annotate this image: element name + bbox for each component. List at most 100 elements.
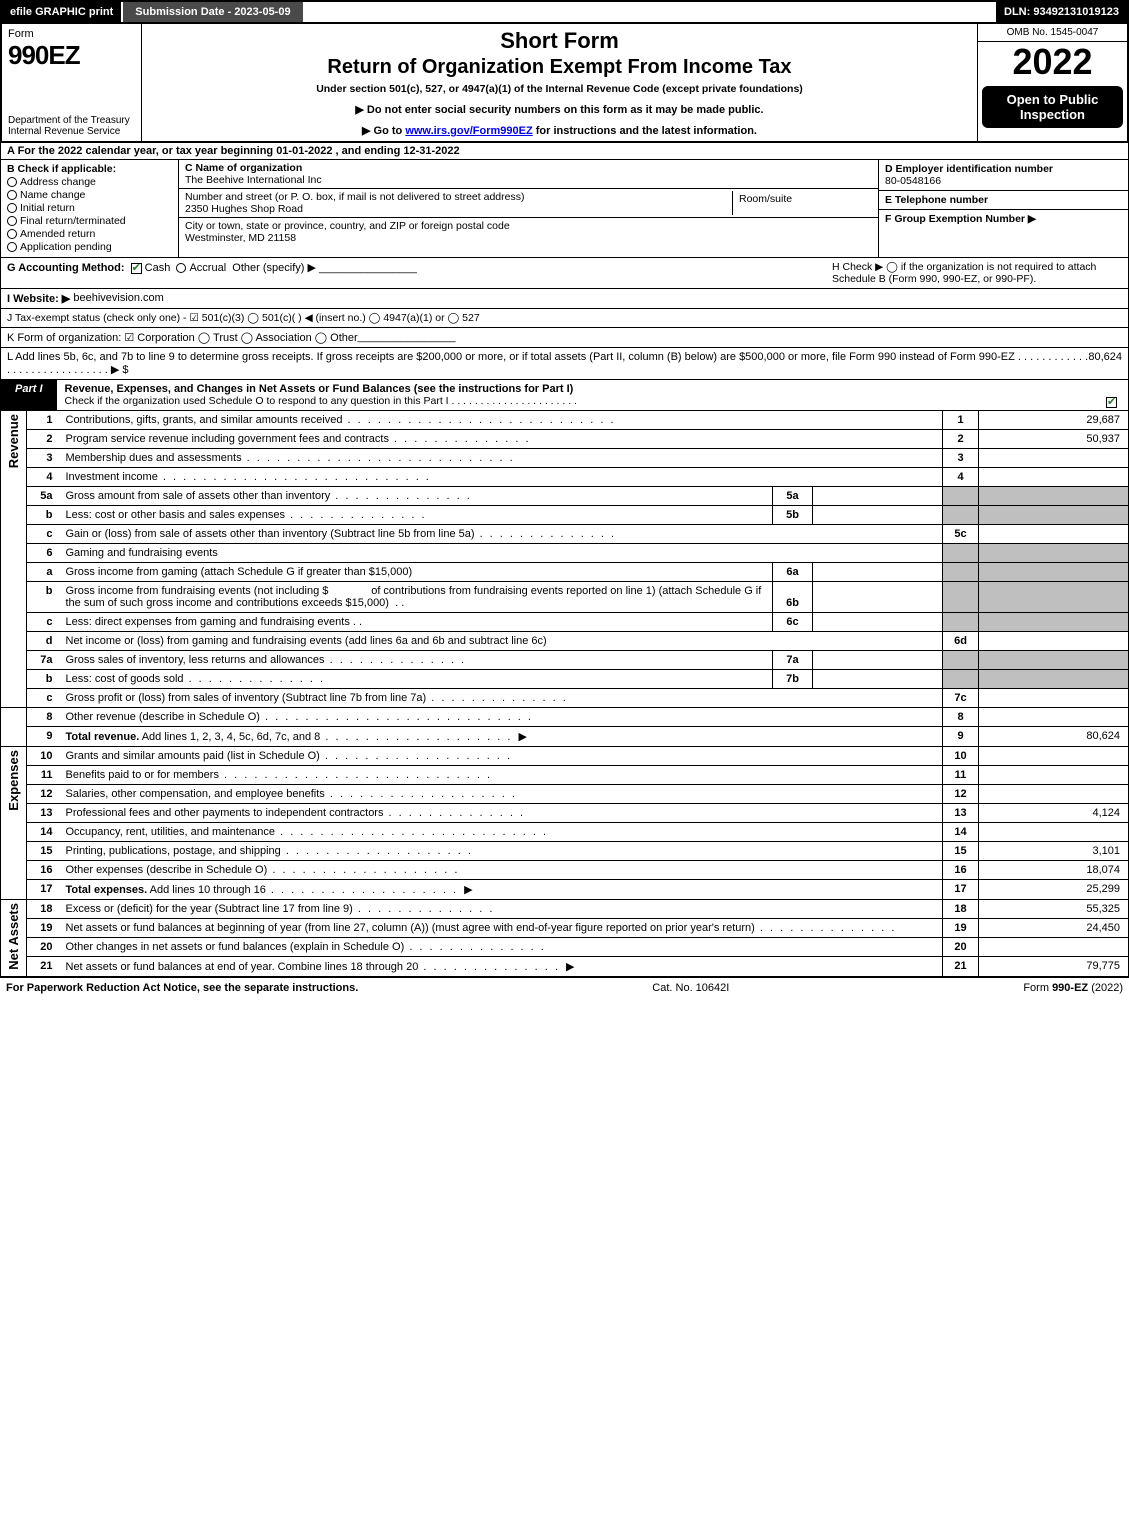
form-of-organization: K Form of organization: ☑ Corporation ◯ … <box>7 331 358 344</box>
efile-print-tab[interactable]: efile GRAPHIC print <box>2 2 121 22</box>
line-3-amount <box>979 449 1129 468</box>
expenses-side-label: Expenses <box>6 750 21 811</box>
line-12-ln: 12 <box>943 785 979 804</box>
line-6b-sub: 6b <box>773 582 813 613</box>
line-12-desc: Salaries, other compensation, and employ… <box>66 788 517 800</box>
line-17-ln: 17 <box>943 880 979 900</box>
line-7a-num: 7a <box>27 651 61 670</box>
line-5a-desc: Gross amount from sale of assets other t… <box>66 490 472 502</box>
line-20-num: 20 <box>27 938 61 957</box>
part-1-title: Revenue, Expenses, and Changes in Net As… <box>65 383 574 395</box>
line-8-desc: Other revenue (describe in Schedule O) <box>66 711 533 723</box>
footer-left: For Paperwork Reduction Act Notice, see … <box>6 982 358 994</box>
line-14-desc: Occupancy, rent, utilities, and maintena… <box>66 826 549 838</box>
omb-number: OMB No. 1545-0047 <box>978 24 1127 42</box>
irs-link[interactable]: www.irs.gov/Form990EZ <box>405 125 532 137</box>
line-5c-amount <box>979 525 1129 544</box>
line-1-ln: 1 <box>943 411 979 430</box>
line-9-ln: 9 <box>943 727 979 747</box>
line-5a-subval <box>813 487 943 506</box>
line-7a-sub: 7a <box>773 651 813 670</box>
chk-accrual[interactable] <box>176 263 186 273</box>
line-18-amount: 55,325 <box>979 900 1129 919</box>
line-2-ln: 2 <box>943 430 979 449</box>
section-bcdef: B Check if applicable: Address change Na… <box>0 160 1129 258</box>
chk-final-return[interactable]: Final return/terminated <box>7 215 172 227</box>
line-16-desc: Other expenses (describe in Schedule O) <box>66 864 460 876</box>
line-20-ln: 20 <box>943 938 979 957</box>
line-2-amount: 50,937 <box>979 430 1129 449</box>
line-6d-num: d <box>27 632 61 651</box>
line-19-amount: 24,450 <box>979 919 1129 938</box>
org-street: 2350 Hughes Shop Road <box>185 203 303 215</box>
chk-amended-return[interactable]: Amended return <box>7 228 172 240</box>
line-15-ln: 15 <box>943 842 979 861</box>
form-title-block: Short Form Return of Organization Exempt… <box>142 24 977 141</box>
line-7c-amount <box>979 689 1129 708</box>
website-label: I Website: ▶ <box>7 292 70 305</box>
line-1-num: 1 <box>27 411 61 430</box>
row-j-tax-exempt: J Tax-exempt status (check only one) - ☑… <box>0 309 1129 328</box>
section-b: B Check if applicable: Address change Na… <box>1 160 179 257</box>
line-5b-subval <box>813 506 943 525</box>
line-6a-sub: 6a <box>773 563 813 582</box>
line-14-amount <box>979 823 1129 842</box>
line-3-desc: Membership dues and assessments <box>66 452 515 464</box>
line-5c-ln: 5c <box>943 525 979 544</box>
line-2-num: 2 <box>27 430 61 449</box>
chk-cash[interactable] <box>131 263 142 274</box>
line-14-num: 14 <box>27 823 61 842</box>
tax-year: 2022 <box>978 42 1127 86</box>
line-7c-desc: Gross profit or (loss) from sales of inv… <box>66 692 568 704</box>
line-5a-sub: 5a <box>773 487 813 506</box>
line-19-desc: Net assets or fund balances at beginning… <box>66 922 897 934</box>
room-suite-cell: Room/suite <box>732 191 872 215</box>
chk-name-change[interactable]: Name change <box>7 189 172 201</box>
footer-right: Form 990-EZ (2022) <box>1023 982 1123 994</box>
line-8-ln: 8 <box>943 708 979 727</box>
line-20-amount <box>979 938 1129 957</box>
footer-cat-no: Cat. No. 10642I <box>358 982 1023 994</box>
line-5c-num: c <box>27 525 61 544</box>
tax-exempt-status: J Tax-exempt status (check only one) - ☑… <box>7 312 480 324</box>
section-h: H Check ▶ ◯ if the organization is not r… <box>832 261 1122 285</box>
line-17-amount: 25,299 <box>979 880 1129 900</box>
line-5a-grey <box>943 487 979 506</box>
line-11-amount <box>979 766 1129 785</box>
line-21-num: 21 <box>27 957 61 977</box>
line-6b-desc-1: Gross income from fundraising events (no… <box>66 585 329 597</box>
line-10-ln: 10 <box>943 747 979 766</box>
part-1-schedule-o-check[interactable] <box>1106 397 1117 408</box>
short-form-title: Short Form <box>150 28 969 54</box>
line-17-num: 17 <box>27 880 61 900</box>
line-4-num: 4 <box>27 468 61 487</box>
accounting-method-label: G Accounting Method: <box>7 262 125 274</box>
form-id-block: Form 990EZ Department of the Treasury In… <box>2 24 142 141</box>
section-c: C Name of organization The Beehive Inter… <box>179 160 878 257</box>
revenue-side-label: Revenue <box>6 414 21 468</box>
line-21-ln: 21 <box>943 957 979 977</box>
line-6c-num: c <box>27 613 61 632</box>
line-9-num: 9 <box>27 727 61 747</box>
ein-value: 80-0548166 <box>885 175 941 187</box>
line-4-amount <box>979 468 1129 487</box>
line-7c-num: c <box>27 689 61 708</box>
line-21-amount: 79,775 <box>979 957 1129 977</box>
line-13-ln: 13 <box>943 804 979 823</box>
line-8-num: 8 <box>27 708 61 727</box>
dln-label: DLN: 93492131019123 <box>996 2 1127 22</box>
chk-address-change[interactable]: Address change <box>7 176 172 188</box>
chk-initial-return[interactable]: Initial return <box>7 202 172 214</box>
return-title: Return of Organization Exempt From Incom… <box>150 56 969 79</box>
line-4-desc: Investment income <box>66 471 431 483</box>
line-13-amount: 4,124 <box>979 804 1129 823</box>
part-1-subtitle: Check if the organization used Schedule … <box>65 395 1090 407</box>
line-7b-num: b <box>27 670 61 689</box>
line-6c-sub: 6c <box>773 613 813 632</box>
page-footer: For Paperwork Reduction Act Notice, see … <box>0 977 1129 998</box>
chk-application-pending[interactable]: Application pending <box>7 241 172 253</box>
line-6b-num: b <box>27 582 61 613</box>
line-19-num: 19 <box>27 919 61 938</box>
instr-goto-suffix: for instructions and the latest informat… <box>533 125 757 137</box>
line-2-desc: Program service revenue including govern… <box>66 433 531 445</box>
